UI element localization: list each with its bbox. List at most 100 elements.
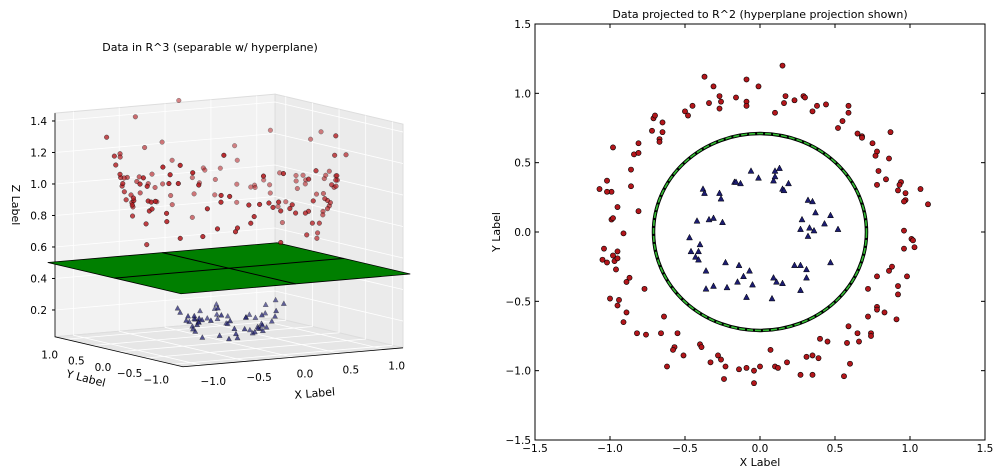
outer-point xyxy=(910,237,916,244)
outer-point xyxy=(782,93,789,100)
outer-point xyxy=(874,273,880,280)
y-tick-label-3d: 1.0 xyxy=(41,349,58,361)
inner-point xyxy=(779,279,786,286)
outer-point xyxy=(721,376,727,382)
outer-point-3d xyxy=(189,214,195,220)
outer-point-3d xyxy=(190,170,196,176)
outer-point-3d xyxy=(309,220,315,226)
outer-point xyxy=(886,155,892,162)
outer-point-3d xyxy=(283,199,289,205)
outer-point-3d xyxy=(313,168,319,174)
axis-lines xyxy=(54,113,404,368)
x-tick-label-3d: 1.0 xyxy=(388,360,405,372)
inner-point-3d xyxy=(259,327,266,333)
outer-point xyxy=(604,177,610,184)
outer-point xyxy=(685,112,691,119)
chart-2d-title: Data projected to R^2 (hyperplane projec… xyxy=(612,8,907,21)
inner-point xyxy=(693,217,701,224)
outer-point xyxy=(628,166,634,173)
outer-point xyxy=(925,201,931,208)
outer-point-3d xyxy=(129,213,136,219)
outer-point-3d xyxy=(252,184,258,191)
inner-point-3d xyxy=(197,307,203,314)
inner-point xyxy=(791,261,798,268)
outer-point xyxy=(599,256,606,263)
outer-point-3d xyxy=(159,139,165,145)
inner-point xyxy=(771,172,779,180)
inner-point-3d xyxy=(204,315,211,321)
outer-point xyxy=(656,138,663,145)
inner-point xyxy=(785,179,792,187)
outer-point-3d xyxy=(267,127,273,133)
outer-point-3d xyxy=(175,180,181,187)
outer-point xyxy=(797,371,804,378)
outer-point-3d xyxy=(164,210,170,216)
outer-point-3d xyxy=(333,133,339,139)
inner-point xyxy=(722,258,729,266)
outer-point-3d xyxy=(134,178,140,185)
outer-point xyxy=(872,152,879,159)
inner-point-3d xyxy=(234,334,241,341)
outer-point-3d xyxy=(324,206,331,212)
outer-point xyxy=(902,190,909,197)
outer-point xyxy=(809,108,816,115)
z-tick-label: 0.4 xyxy=(30,273,47,285)
outer-point xyxy=(809,352,816,359)
outer-point-3d xyxy=(160,181,166,187)
outer-point xyxy=(854,330,861,337)
outer-point-3d xyxy=(251,214,257,220)
inner-point xyxy=(827,258,834,266)
outer-point-3d xyxy=(332,152,338,158)
outer-point xyxy=(889,263,895,270)
outer-point-3d xyxy=(326,168,332,174)
grid-line xyxy=(54,196,404,227)
outer-point xyxy=(841,373,847,380)
outer-point-3d xyxy=(196,182,202,188)
inner-point-3d xyxy=(214,315,221,322)
outer-point xyxy=(698,344,705,350)
outer-point-3d xyxy=(246,202,252,208)
outer-point xyxy=(847,360,853,367)
outer-point xyxy=(659,129,666,136)
z-tick-label: 0.8 xyxy=(30,210,47,222)
y-tick-label: 0.5 xyxy=(514,158,531,170)
inner-point xyxy=(755,174,762,181)
outer-point-3d xyxy=(113,162,119,168)
inner-point xyxy=(770,176,777,184)
inner-point xyxy=(746,267,753,274)
outer-point xyxy=(886,267,892,274)
outer-point xyxy=(674,330,681,337)
inner-point xyxy=(770,274,777,281)
outer-point xyxy=(628,183,634,190)
x-tick-label-3d: 0.0 xyxy=(297,368,314,380)
outer-point-3d xyxy=(143,221,149,227)
inner-point-3d xyxy=(199,316,205,323)
inner-point-3d xyxy=(213,301,220,307)
outer-point xyxy=(607,295,613,302)
inner-point-3d xyxy=(262,301,269,307)
inner-point-3d xyxy=(191,315,198,322)
inner-point-3d xyxy=(191,312,198,319)
outer-point xyxy=(743,102,750,109)
outer-point xyxy=(887,129,894,136)
outer-point-3d xyxy=(212,176,218,183)
inner-point xyxy=(732,178,740,185)
outer-point xyxy=(781,100,787,106)
inner-point xyxy=(686,233,693,241)
outer-point xyxy=(883,176,889,183)
chart-2d: Data projected to R^2 (hyperplane projec… xyxy=(490,8,993,469)
outer-point-3d xyxy=(160,164,166,170)
outer-point-3d xyxy=(310,198,316,204)
inner-point xyxy=(702,285,710,292)
outer-point xyxy=(613,266,619,273)
outer-point xyxy=(610,215,616,222)
outer-point-3d xyxy=(164,219,170,225)
outer-point-3d xyxy=(142,144,148,151)
outer-point xyxy=(856,338,862,345)
inner-point-3d xyxy=(263,324,270,330)
hyperplane-grid xyxy=(114,257,344,279)
outer-point-3d xyxy=(167,172,173,178)
outer-point-3d xyxy=(168,192,174,199)
outer-point-3d xyxy=(132,114,138,120)
outer-point-3d xyxy=(234,199,240,205)
